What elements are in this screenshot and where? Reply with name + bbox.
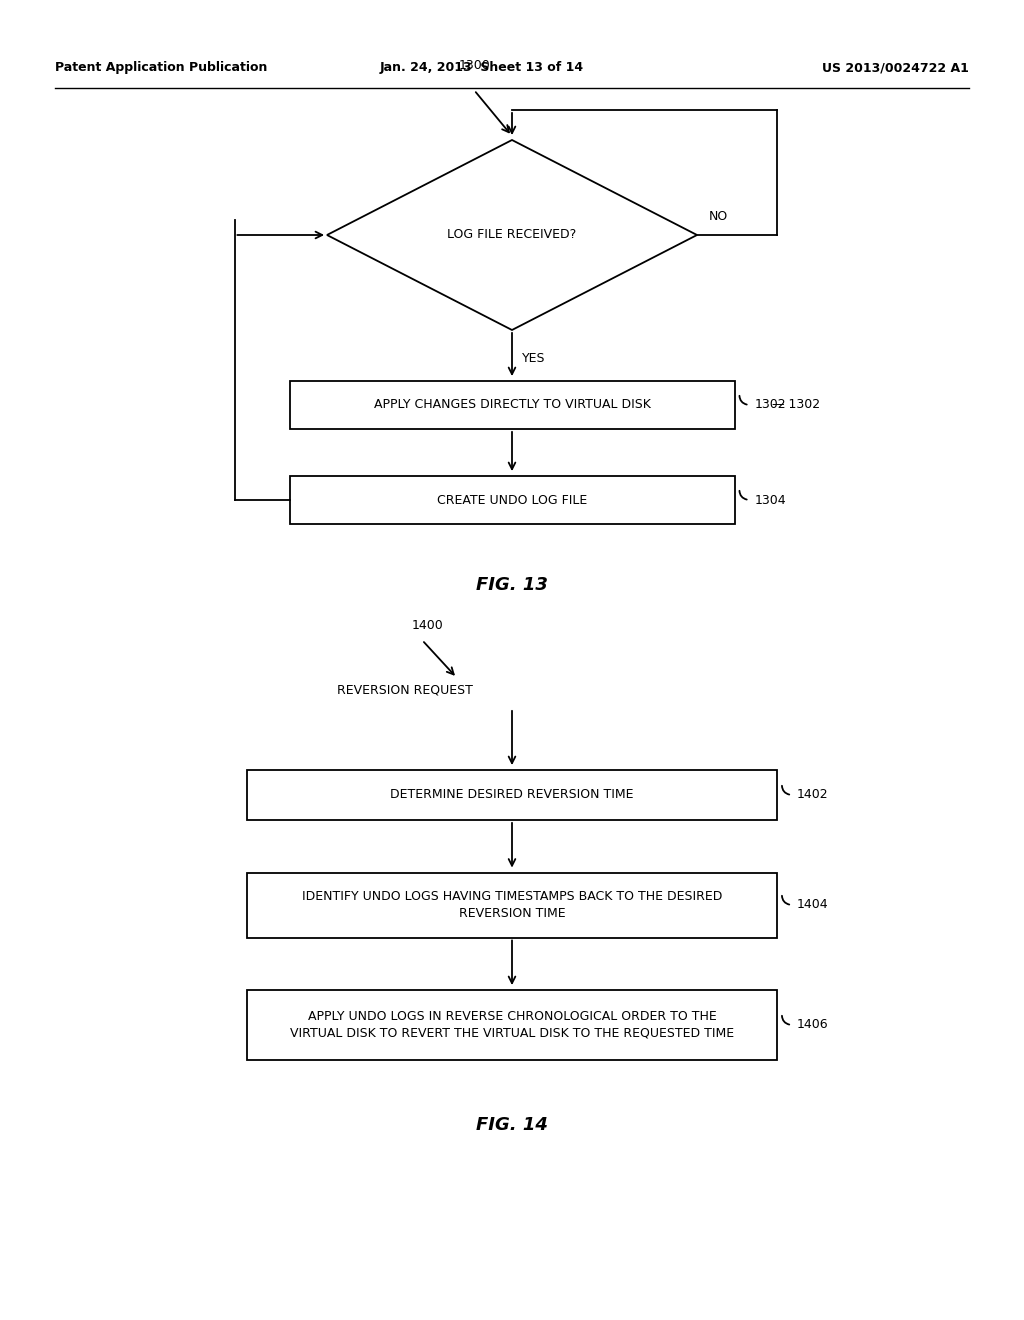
Text: DETERMINE DESIRED REVERSION TIME: DETERMINE DESIRED REVERSION TIME [390,788,634,801]
Text: 1406: 1406 [797,1019,828,1031]
Text: 1300: 1300 [459,59,490,73]
Bar [247,770,777,820]
Text: CREATE UNDO LOG FILE: CREATE UNDO LOG FILE [437,494,587,507]
Text: 1304: 1304 [755,494,786,507]
Text: IDENTIFY UNDO LOGS HAVING TIMESTAMPS BACK TO THE DESIRED
REVERSION TIME: IDENTIFY UNDO LOGS HAVING TIMESTAMPS BAC… [302,890,722,920]
Bar [247,873,777,937]
Text: — 1302: — 1302 [772,399,820,412]
Text: FIG. 13: FIG. 13 [476,576,548,594]
Text: Jan. 24, 2013  Sheet 13 of 14: Jan. 24, 2013 Sheet 13 of 14 [380,62,584,74]
Text: Patent Application Publication: Patent Application Publication [55,62,267,74]
Text: APPLY CHANGES DIRECTLY TO VIRTUAL DISK: APPLY CHANGES DIRECTLY TO VIRTUAL DISK [374,399,650,412]
Text: YES: YES [522,351,546,364]
Text: REVERSION REQUEST: REVERSION REQUEST [337,684,473,697]
Bar [290,381,734,429]
Text: NO: NO [709,210,728,223]
Text: 1404: 1404 [797,899,828,912]
Text: LOG FILE RECEIVED?: LOG FILE RECEIVED? [447,228,577,242]
Text: 1302: 1302 [755,399,786,412]
Bar [290,477,734,524]
Text: US 2013/0024722 A1: US 2013/0024722 A1 [822,62,969,74]
Text: FIG. 14: FIG. 14 [476,1115,548,1134]
Bar [247,990,777,1060]
Text: 1402: 1402 [797,788,828,801]
Text: 1400: 1400 [412,619,443,632]
Text: APPLY UNDO LOGS IN REVERSE CHRONOLOGICAL ORDER TO THE
VIRTUAL DISK TO REVERT THE: APPLY UNDO LOGS IN REVERSE CHRONOLOGICAL… [290,1010,734,1040]
Polygon shape [327,140,697,330]
